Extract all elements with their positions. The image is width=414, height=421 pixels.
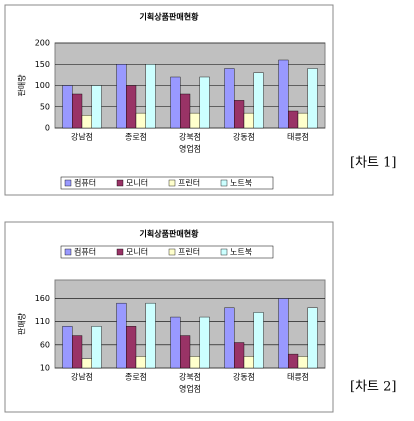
y-tick-label: 160 xyxy=(35,294,50,303)
x-tick-label: 태릉점 xyxy=(287,132,309,142)
legend-label: 노트북 xyxy=(230,179,252,188)
y-tick-label: 10 xyxy=(40,364,50,373)
x-tick-label: 태릉점 xyxy=(287,372,309,382)
legend-label: 컴퓨터 xyxy=(74,248,96,257)
x-tick-label: 강동점 xyxy=(233,132,255,142)
x-tick-label: 종로점 xyxy=(125,372,147,382)
bar xyxy=(180,335,191,369)
y-axis-label: 판매량 xyxy=(17,312,27,335)
y-tick-label: 100 xyxy=(35,81,50,90)
legend-label: 노트북 xyxy=(230,248,252,257)
legend-swatch xyxy=(168,179,176,187)
bar xyxy=(91,326,102,369)
bar xyxy=(170,76,181,129)
bar xyxy=(145,64,156,129)
bar xyxy=(297,112,308,129)
x-tick-label: 종로점 xyxy=(125,132,147,142)
bar xyxy=(116,302,127,369)
x-tick-label: 강북점 xyxy=(179,132,201,142)
bar xyxy=(243,356,254,369)
x-tick-label: 강동점 xyxy=(233,372,255,382)
bar xyxy=(81,358,92,369)
bar xyxy=(243,112,254,129)
chart-caption: [차트 1] xyxy=(350,156,396,171)
bar xyxy=(224,307,235,369)
bar xyxy=(234,342,245,369)
bar xyxy=(307,68,318,129)
chart-title: 기획상품판매현황 xyxy=(140,12,200,22)
legend-swatch xyxy=(168,248,176,256)
legend-swatch xyxy=(64,248,72,256)
bar xyxy=(234,100,245,129)
legend-label: 프린터 xyxy=(178,247,200,257)
legend-label: 프린터 xyxy=(178,178,200,188)
bar xyxy=(72,335,83,369)
legend-label: 모니터 xyxy=(126,247,148,257)
y-tick-label: 50 xyxy=(40,102,50,111)
legend-swatch xyxy=(220,248,228,256)
legend-swatch xyxy=(220,179,228,187)
bar xyxy=(180,93,191,129)
y-tick-label: 150 xyxy=(35,60,50,69)
bar xyxy=(307,307,318,369)
legend-swatch xyxy=(116,179,124,187)
bar xyxy=(126,326,137,369)
y-tick-label: 110 xyxy=(35,317,50,326)
chart-caption: [차트 2] xyxy=(350,380,396,395)
chart-title: 기획상품판매현황 xyxy=(140,229,200,239)
x-tick-label: 강남점 xyxy=(71,132,93,142)
bar xyxy=(145,302,156,369)
y-axis-label: 판매량 xyxy=(17,74,27,97)
bar xyxy=(62,326,73,369)
legend-label: 컴퓨터 xyxy=(74,179,96,188)
bar xyxy=(253,72,264,129)
bar xyxy=(170,316,181,369)
bar xyxy=(278,59,289,129)
bar xyxy=(72,93,83,129)
legend-label: 모니터 xyxy=(126,178,148,188)
y-tick-label: 60 xyxy=(40,340,50,349)
x-tick-label: 강남점 xyxy=(71,372,93,382)
bar xyxy=(278,298,289,369)
bar xyxy=(135,356,146,369)
bar xyxy=(62,85,73,129)
y-tick-label: 200 xyxy=(35,39,50,48)
bar xyxy=(253,312,264,369)
legend-frame xyxy=(60,176,274,190)
legend-frame xyxy=(60,245,274,259)
bar xyxy=(126,85,137,129)
bar xyxy=(199,316,210,369)
x-axis-label: 영업점 xyxy=(179,144,201,154)
bar xyxy=(288,110,299,129)
bar xyxy=(189,112,200,129)
bar xyxy=(116,64,127,129)
y-tick-label: 0 xyxy=(45,124,50,133)
bar xyxy=(199,76,210,129)
bar xyxy=(288,353,299,369)
bar xyxy=(135,112,146,129)
x-axis-label: 영업점 xyxy=(179,384,201,394)
bar xyxy=(224,68,235,129)
bar xyxy=(91,85,102,129)
x-tick-label: 강북점 xyxy=(179,372,201,382)
legend-swatch xyxy=(116,248,124,256)
bar xyxy=(189,356,200,369)
bar xyxy=(297,356,308,369)
legend-swatch xyxy=(64,179,72,187)
bar xyxy=(81,115,92,129)
